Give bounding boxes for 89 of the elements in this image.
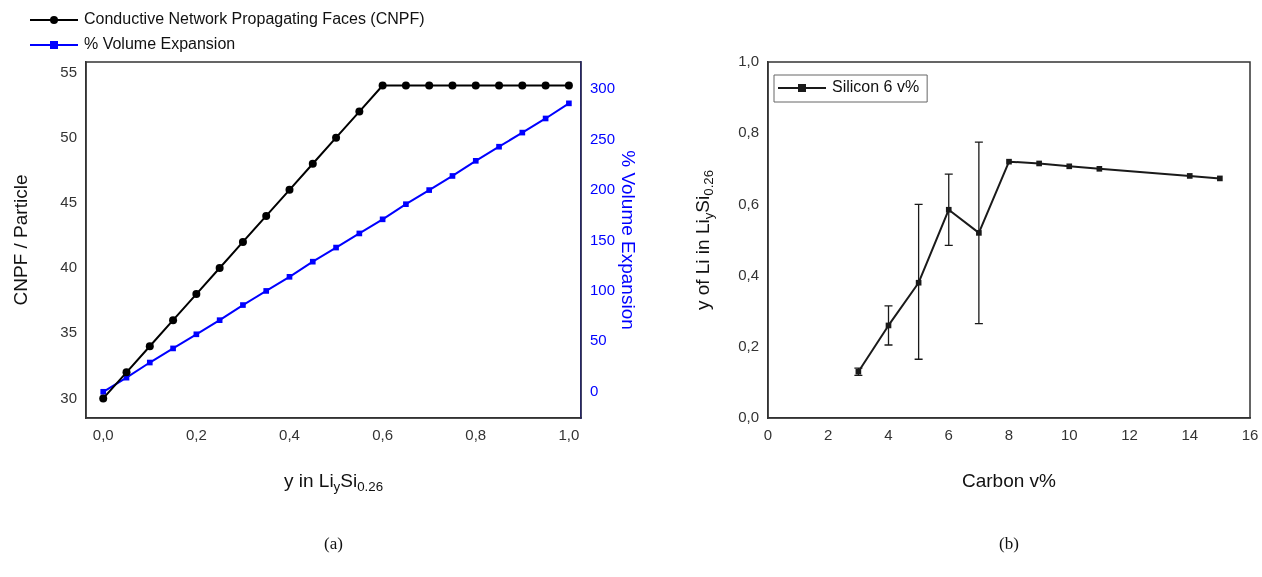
y-tick-label: 0,2 (738, 336, 759, 354)
point (566, 100, 572, 107)
point (448, 81, 457, 90)
point (471, 81, 480, 90)
y2-tick-label: 0 (590, 381, 599, 399)
y-tick-label: 55 (60, 62, 77, 80)
point (1096, 165, 1103, 172)
point (332, 133, 341, 142)
y-tick-label: 0,6 (738, 194, 759, 212)
point (99, 394, 108, 403)
x-tick-label: 0,8 (465, 426, 487, 444)
point (1066, 163, 1073, 170)
point (308, 159, 317, 168)
point (1036, 160, 1042, 167)
point (496, 143, 502, 150)
y-axis-title: y of Li in LiySi0.26 (692, 169, 717, 311)
x-tick-label: 0,0 (92, 426, 114, 444)
point (1186, 173, 1193, 179)
text: (a) (324, 534, 343, 554)
point (286, 273, 293, 280)
x-tick-label: 14 (1181, 426, 1199, 444)
point (215, 264, 224, 273)
point (170, 345, 176, 352)
point (355, 107, 364, 116)
x-tick-label: 0,2 (185, 426, 207, 444)
y2-axis-title: % Volume Expansion (617, 150, 639, 330)
x-tick-label: 8 (1004, 426, 1014, 444)
point (285, 185, 294, 194)
y2-tick-label: 250 (590, 129, 616, 147)
x-tick-label: 2 (824, 426, 833, 444)
point (379, 216, 386, 223)
point (333, 244, 339, 251)
y-tick-label: 40 (60, 258, 77, 276)
point (425, 81, 434, 90)
point (378, 81, 387, 90)
point (240, 302, 246, 308)
text: (b) (999, 534, 1019, 554)
x-tick-label: 1,0 (558, 426, 580, 444)
point (403, 201, 409, 208)
x-tick-label: 10 (1060, 426, 1078, 444)
point (192, 290, 201, 299)
point (519, 129, 526, 136)
point (146, 359, 153, 366)
point (1217, 175, 1223, 182)
x-tick-label: 0,6 (372, 426, 394, 444)
y-tick-label: 1,0 (738, 52, 759, 70)
point (495, 81, 504, 90)
x-tick-label: 12 (1121, 426, 1138, 444)
x-axis-title: Carbon v% (962, 470, 1057, 492)
x-tick-label: 4 (884, 426, 893, 444)
point (263, 288, 270, 294)
x-tick-label: 0 (763, 426, 773, 444)
point (449, 173, 456, 179)
point (1006, 158, 1012, 165)
y2-tick-label: 200 (590, 180, 616, 198)
y-axis-title: CNPF / Particle (10, 174, 32, 306)
point (309, 258, 316, 265)
y-tick-label: 30 (60, 388, 77, 406)
x-tick-label: 6 (944, 426, 953, 444)
y-tick-label: 45 (60, 192, 77, 210)
point (564, 81, 573, 90)
point (518, 81, 527, 90)
point (145, 342, 154, 351)
y2-tick-label: 50 (590, 331, 607, 349)
point (122, 368, 131, 377)
x-tick-label: 0,4 (279, 426, 300, 444)
point (100, 388, 107, 395)
point (216, 317, 223, 323)
point (401, 81, 410, 90)
y-tick-label: 35 (60, 323, 77, 341)
y2-tick-label: 150 (590, 230, 616, 248)
point (238, 237, 247, 246)
legend-label: % Volume Expansion (84, 35, 236, 53)
y-tick-label: 0,8 (738, 123, 759, 141)
point (262, 211, 271, 220)
legend-label: Silicon 6 v% (832, 78, 920, 96)
point (169, 316, 178, 325)
y-tick-label: 50 (60, 127, 77, 145)
point (472, 158, 479, 164)
y-tick-label: 0,4 (738, 265, 759, 283)
y2-tick-label: 300 (590, 79, 616, 97)
y2-tick-label: 100 (590, 281, 616, 299)
point (945, 206, 952, 213)
point (426, 187, 433, 193)
legend-label: Conductive Network Propagating Faces (CNPF) (84, 10, 425, 28)
y-tick-label: 0,0 (738, 408, 759, 426)
point (541, 81, 550, 90)
point (193, 331, 200, 338)
x-tick-label: 16 (1241, 426, 1259, 444)
